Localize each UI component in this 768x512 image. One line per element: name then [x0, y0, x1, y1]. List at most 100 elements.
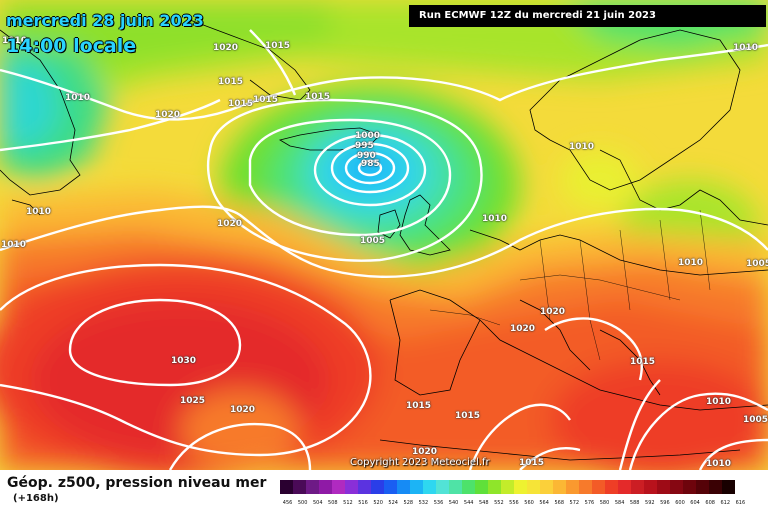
- color-scale-label: 548: [478, 500, 489, 506]
- model-run-info: Run ECMWF 12Z du mercredi 21 juin 2023: [409, 5, 766, 27]
- color-scale-label: 572: [569, 500, 580, 506]
- color-scale-swatch: [293, 480, 306, 494]
- color-scale-swatch: [592, 480, 605, 494]
- color-scale-swatch: [618, 480, 631, 494]
- legend-panel: Géop. z500, pression niveau mer (+168h) …: [0, 470, 768, 512]
- color-scale-labels: 456 500 504 508 512 516 520 524 528 532 536 540 544 5…: [280, 500, 748, 510]
- isobar-label: 1010: [1, 240, 27, 250]
- color-scale-label: 564: [539, 500, 549, 506]
- color-scale-label: 528: [403, 500, 414, 506]
- color-scale-label: 584: [614, 500, 625, 506]
- borders: [429, 209, 711, 361]
- color-scale-label: 568: [554, 500, 564, 506]
- isobar-label: 1020: [510, 324, 536, 334]
- color-scale-label: 616: [735, 500, 746, 506]
- map-caption: Géop. z500, pression niveau mer: [7, 475, 267, 491]
- isobar-label: 1010: [706, 397, 732, 407]
- isobar-label: 990: [357, 151, 376, 161]
- weather-map: 1010 1020 1015 1015 1015 1015 1010 1020 …: [0, 0, 768, 470]
- color-scale-label: 504: [312, 500, 323, 506]
- isobar-label: 1005: [360, 236, 386, 246]
- isobar-label: 1020: [213, 43, 239, 53]
- color-scale-swatch: [644, 480, 657, 494]
- color-scale-label: 560: [524, 500, 534, 506]
- geopotential-field: [0, 0, 768, 470]
- color-scale-label: 520: [373, 500, 383, 506]
- isobar-label: 1000: [355, 131, 381, 141]
- color-scale-swatch: [514, 480, 527, 494]
- isobar-label: 1010: [569, 142, 595, 152]
- color-scale-swatch: [475, 480, 488, 494]
- color-scale-label: 608: [705, 500, 715, 506]
- isobar-label: 1010: [733, 43, 759, 53]
- color-scale-swatch: [449, 480, 462, 494]
- color-scale-swatch: [631, 480, 644, 494]
- color-scale-swatch: [280, 480, 293, 494]
- color-scale: [280, 480, 735, 494]
- color-scale-swatch: [709, 480, 722, 494]
- color-scale-label: 556: [509, 500, 519, 506]
- color-scale-swatch: [579, 480, 592, 494]
- color-scale-label: 596: [660, 500, 670, 506]
- isobar-label: 1020: [155, 110, 181, 120]
- color-scale-swatch: [462, 480, 475, 494]
- isobar-label: 1020: [217, 219, 243, 229]
- color-scale-label: 580: [599, 500, 610, 506]
- isobar-label: 1010: [482, 214, 508, 224]
- color-scale-label: 612: [720, 500, 731, 506]
- color-scale-swatch: [683, 480, 696, 494]
- color-scale-swatch: [384, 480, 397, 494]
- isobars: [0, 29, 768, 470]
- isobar-label: 1005: [743, 415, 768, 425]
- color-scale-swatch: [345, 480, 358, 494]
- isobar-label: 1015: [630, 357, 656, 367]
- isobar-label: 1010: [26, 207, 52, 217]
- isobar-label: 1020: [230, 405, 256, 415]
- isobar-label: 1020: [412, 447, 438, 457]
- forecast-lead-time: (+168h): [13, 493, 59, 504]
- color-scale-label: 508: [328, 500, 338, 506]
- color-scale-label: 604: [690, 500, 700, 506]
- isobar-label: 1030: [171, 356, 197, 366]
- color-scale-label: 512: [343, 500, 353, 506]
- color-scale-swatch: [605, 480, 618, 494]
- isobar-label: 1010: [65, 93, 91, 103]
- color-scale-swatch: [319, 480, 332, 494]
- color-scale-label: 532: [418, 500, 429, 506]
- color-scale-swatch: [397, 480, 410, 494]
- copyright-text: Copyright 2023 Meteociel.fr: [350, 457, 490, 468]
- isobar-label: 1025: [180, 396, 206, 406]
- isobar-label: 1015: [228, 99, 254, 109]
- isobar-label: 1015: [218, 77, 244, 87]
- isobar-label: 1015: [519, 458, 545, 468]
- isobar-label: 1010: [706, 459, 732, 469]
- color-scale-label: 524: [388, 500, 398, 506]
- color-scale-swatch: [501, 480, 514, 494]
- color-scale-swatch: [332, 480, 345, 494]
- color-scale-label: 576: [584, 500, 595, 506]
- isobar-label: 995: [355, 141, 374, 151]
- isobar-label: 1015: [253, 95, 279, 105]
- isobar-label: 1010: [678, 258, 704, 268]
- color-scale-swatch: [566, 480, 579, 494]
- color-scale-swatch: [553, 480, 566, 494]
- color-scale-label: 536: [433, 500, 444, 506]
- color-scale-swatch: [436, 480, 449, 494]
- color-scale-swatch: [410, 480, 423, 494]
- isobar-label: 1020: [540, 307, 566, 317]
- color-scale-label: 500: [297, 500, 308, 506]
- map-canvas: [0, 0, 768, 470]
- color-scale-swatch: [670, 480, 683, 494]
- color-scale-label: 552: [494, 500, 504, 506]
- color-scale-swatch: [488, 480, 501, 494]
- color-scale-label: 600: [675, 500, 685, 506]
- isobar-label: 1010: [2, 36, 28, 46]
- color-scale-label: 456: [282, 500, 293, 506]
- isobar-label: 1015: [406, 401, 432, 411]
- color-scale-swatch: [696, 480, 709, 494]
- color-scale-swatch: [371, 480, 384, 494]
- color-scale-swatch: [358, 480, 371, 494]
- color-scale-swatch: [423, 480, 436, 494]
- isobar-label: 1015: [305, 92, 331, 102]
- color-scale-swatch: [306, 480, 319, 494]
